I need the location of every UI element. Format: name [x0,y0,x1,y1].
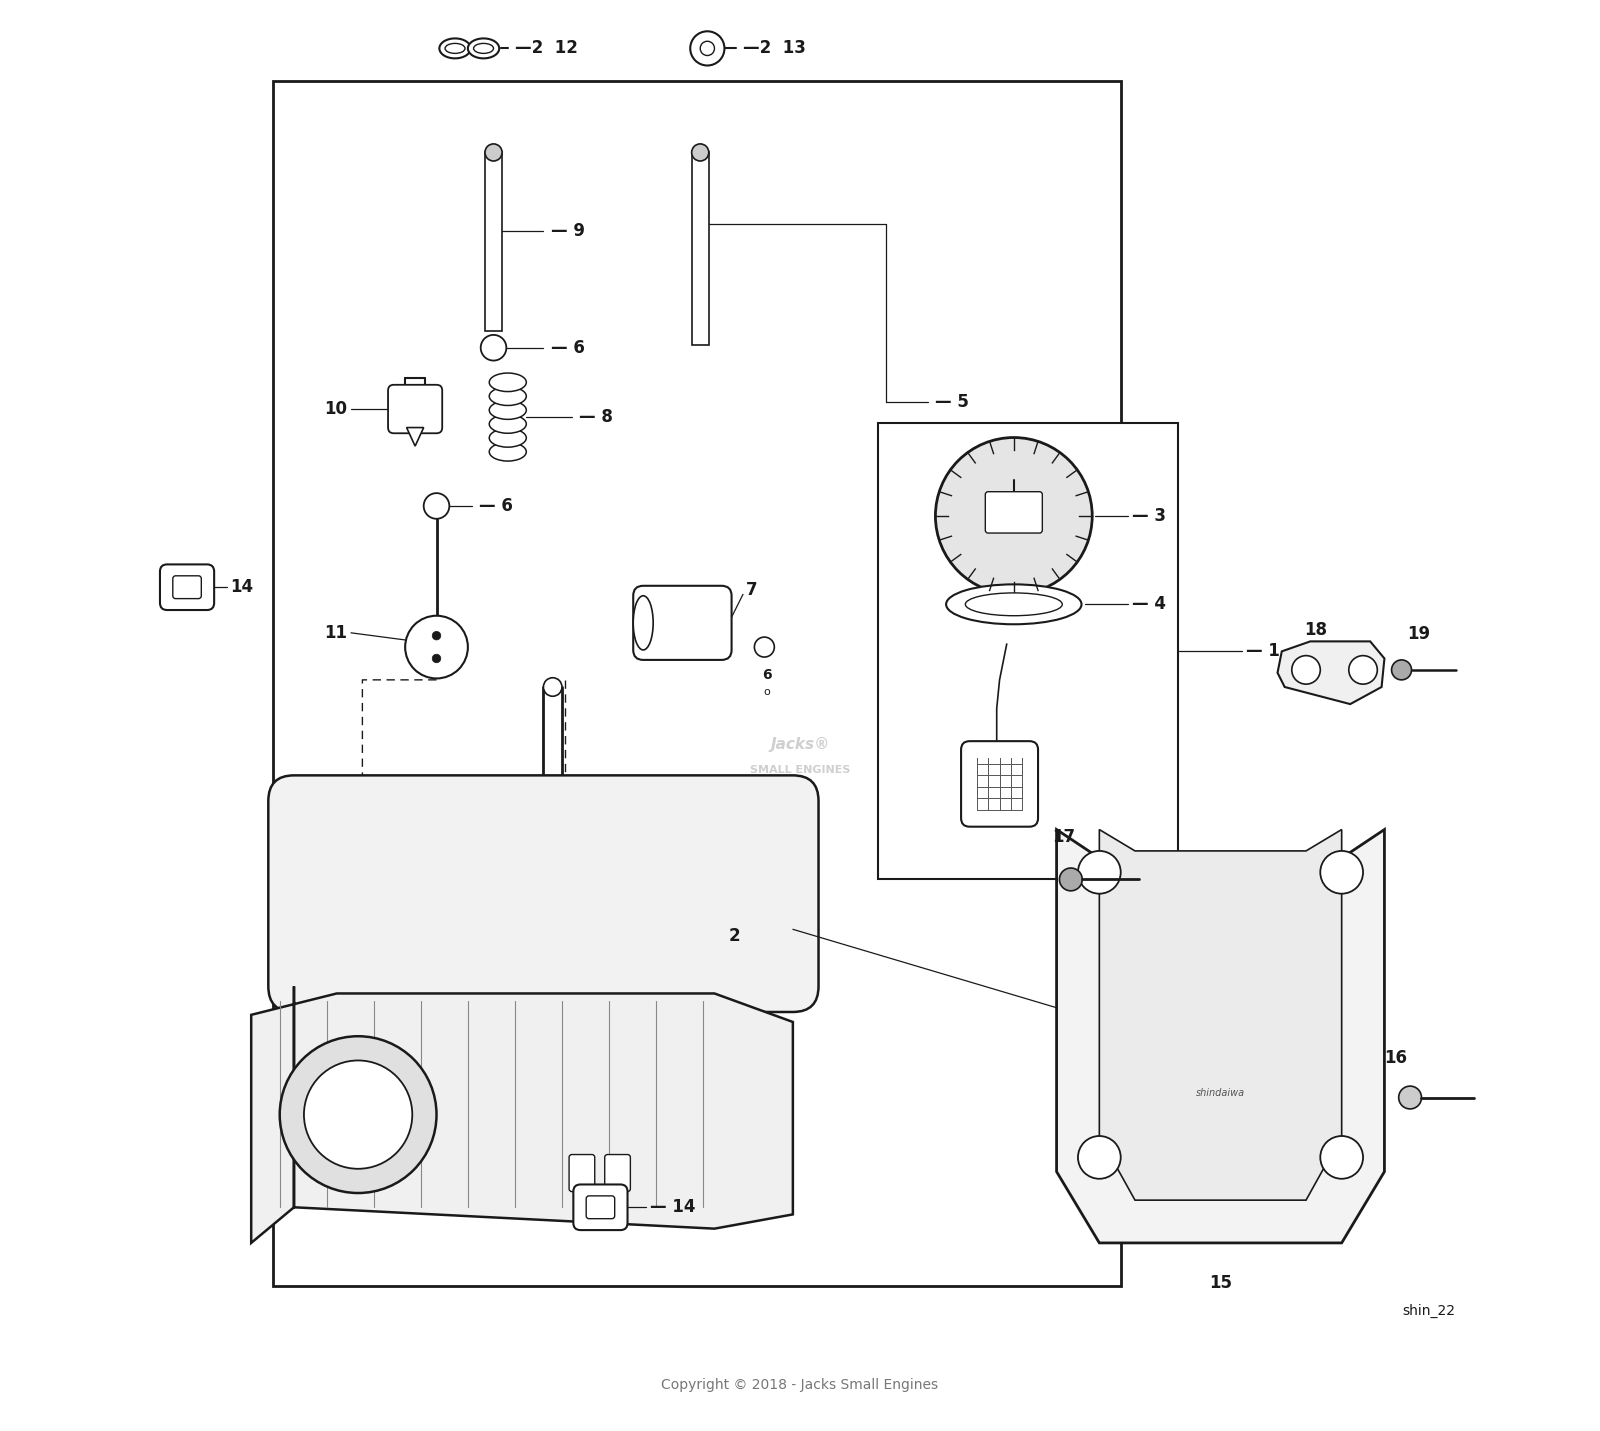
Text: 7: 7 [746,581,757,600]
Ellipse shape [490,442,526,461]
Text: — 4: — 4 [1133,595,1166,614]
Circle shape [691,145,709,162]
Circle shape [1059,869,1082,892]
Text: 2: 2 [728,927,741,946]
Circle shape [424,494,450,519]
FancyBboxPatch shape [570,1155,595,1192]
Polygon shape [1056,830,1384,1244]
Ellipse shape [490,429,526,446]
Polygon shape [251,986,794,1244]
Polygon shape [1099,830,1342,1201]
Bar [485,153,502,331]
Text: Jacks®: Jacks® [770,737,830,751]
Circle shape [432,631,440,640]
FancyBboxPatch shape [573,1185,627,1231]
Circle shape [485,145,502,162]
Ellipse shape [946,584,1082,624]
Ellipse shape [467,39,499,59]
FancyBboxPatch shape [389,385,442,434]
FancyBboxPatch shape [586,1196,614,1219]
Circle shape [1320,1136,1363,1179]
Text: 11: 11 [323,624,347,643]
FancyBboxPatch shape [962,741,1038,827]
Circle shape [754,637,774,657]
Text: — 6: — 6 [550,339,584,356]
Circle shape [544,678,562,697]
Text: — 14: — 14 [650,1198,696,1216]
Text: SMALL ENGINES: SMALL ENGINES [750,764,850,774]
Circle shape [480,335,506,361]
Text: —2  13: —2 13 [742,40,806,57]
Ellipse shape [445,43,466,53]
Text: 6: 6 [763,668,773,683]
Text: Copyright © 2018 - Jacks Small Engines: Copyright © 2018 - Jacks Small Engines [661,1378,939,1392]
Polygon shape [1277,641,1384,704]
Circle shape [432,654,440,663]
Ellipse shape [634,595,653,650]
Ellipse shape [490,386,526,405]
Ellipse shape [440,39,470,59]
Bar [272,82,1120,1285]
Text: shindaiwa: shindaiwa [1195,1088,1245,1098]
Text: 16: 16 [1384,1049,1408,1066]
Circle shape [1320,851,1363,894]
Text: — 3: — 3 [1133,507,1166,525]
Text: —2  12: —2 12 [515,40,578,57]
FancyBboxPatch shape [605,1155,630,1192]
Circle shape [405,615,467,678]
Circle shape [1078,1136,1120,1179]
Text: — 6: — 6 [480,497,514,515]
Circle shape [1291,655,1320,684]
Bar [691,153,709,345]
Text: — 9: — 9 [550,222,584,240]
Circle shape [1349,655,1378,684]
Ellipse shape [490,373,526,392]
FancyBboxPatch shape [269,776,819,1012]
Ellipse shape [490,415,526,434]
Text: 10: 10 [323,401,347,418]
Text: — 8: — 8 [579,408,613,426]
Ellipse shape [490,401,526,419]
Text: 19: 19 [1406,625,1430,644]
Text: 17: 17 [1053,827,1075,846]
Text: — 1: — 1 [1246,643,1280,660]
Circle shape [1398,1086,1421,1109]
Bar [878,424,1178,880]
Circle shape [690,31,725,66]
FancyBboxPatch shape [160,564,214,610]
Circle shape [280,1036,437,1193]
Text: shin_22: shin_22 [1403,1304,1456,1318]
Ellipse shape [474,43,493,53]
Polygon shape [406,428,424,446]
Circle shape [304,1060,413,1169]
FancyBboxPatch shape [634,585,731,660]
Text: 18: 18 [1304,621,1328,640]
FancyBboxPatch shape [173,575,202,598]
FancyBboxPatch shape [986,492,1042,532]
Circle shape [1392,660,1411,680]
Ellipse shape [965,592,1062,615]
Circle shape [936,438,1093,594]
Text: 15: 15 [1210,1274,1232,1292]
Text: o: o [763,687,771,697]
Circle shape [701,41,715,56]
Text: — 5: — 5 [936,394,970,411]
Text: 14: 14 [230,578,253,597]
Circle shape [1078,851,1120,894]
